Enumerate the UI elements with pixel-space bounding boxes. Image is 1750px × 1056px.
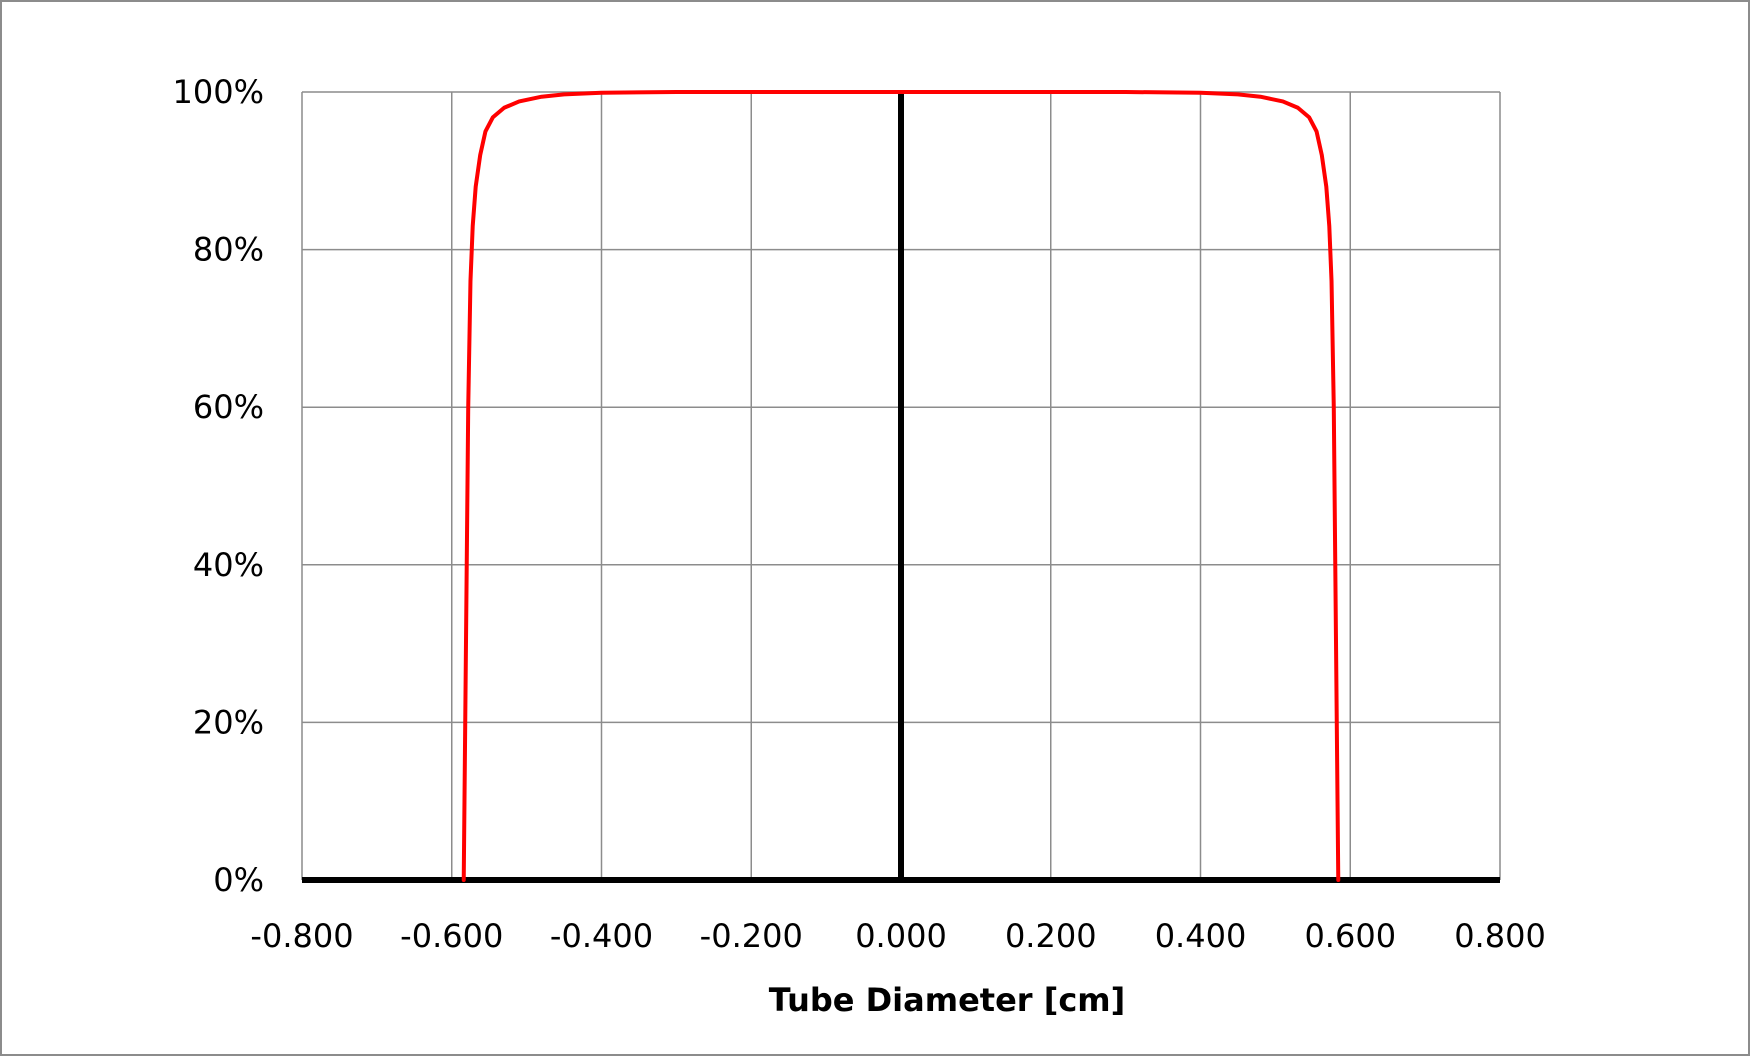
y-tick-label: 20% [193,703,264,741]
x-tick-label: -0.800 [250,917,353,955]
x-axis-title: Tube Diameter [cm] [769,981,1126,1019]
y-tick-label: 40% [193,546,264,584]
x-tick-label: 0.200 [1005,917,1097,955]
y-tick-label: 0% [213,861,264,899]
x-tick-label: -0.200 [700,917,803,955]
tick-labels: -0.800 -0.600 -0.400 -0.200 0.000 0.200 0.400 0… [173,73,1546,955]
x-tick-label: -0.400 [550,917,653,955]
axes [302,92,1500,883]
series-line-0 [461,90,1341,882]
x-tick-label: 0.400 [1155,917,1247,955]
y-tick-label: 60% [193,388,264,426]
y-tick-label: 100% [173,73,264,111]
y-tick-label: 80% [193,231,264,269]
x-tick-label: 0.000 [855,917,947,955]
x-tick-label: 0.600 [1304,917,1396,955]
series-layer [461,90,1341,882]
x-tick-label: 0.800 [1454,917,1546,955]
x-tick-label: -0.600 [400,917,503,955]
